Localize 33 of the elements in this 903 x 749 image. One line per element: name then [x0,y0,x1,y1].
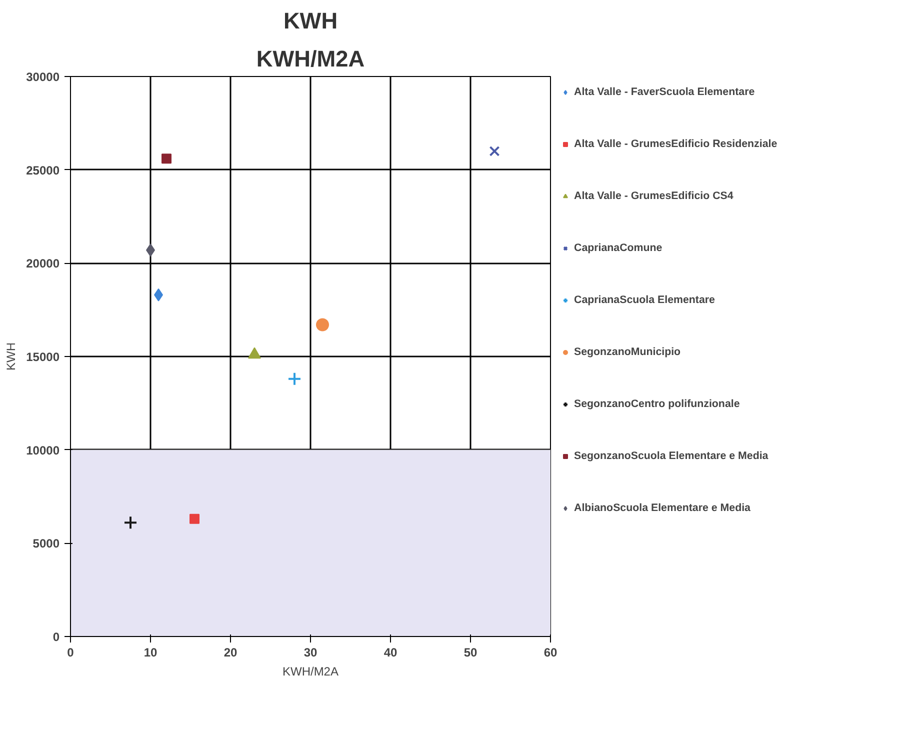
x-tick-label: 10 [144,646,158,660]
y-tick-label: 5000 [32,536,60,551]
point [288,372,302,386]
legend-label: Alta Valle - GrumesEdificio Residenziale [574,138,778,150]
y-tick-label: 20000 [26,256,60,271]
x-axis-title: KWH/M2A [282,664,339,678]
y-axis-title: KWH [4,342,18,370]
x-tick-label: 60 [544,646,558,660]
point [316,318,329,332]
legend-label: AlbianoScuola Elementare e Media [574,502,750,514]
legend-label: CaprianaComune [574,242,662,254]
point [162,154,172,164]
x-tick-label: 50 [464,646,478,660]
legend-label: Alta Valle - FaverScuola Elementare [574,86,755,98]
legend-label: SegonzanoCentro polifunzionale [574,398,740,410]
y-tick-label: 0 [52,630,60,644]
y-tick-label: 30000 [26,70,60,84]
point [489,146,500,156]
legend-label: SegonzanoMunicipio [574,346,681,358]
point [190,514,200,524]
x-tick-label: 30 [304,646,318,660]
x-tick-label: 20 [224,646,238,660]
x-tick-label: 40 [384,646,398,660]
chart-title: KWH [283,8,338,34]
point [124,516,138,530]
chart-subtitle: KWH/M2A [256,46,365,72]
y-tick-label: 10000 [26,443,60,458]
legend-label: Alta Valle - GrumesEdificio CS4 [574,190,734,202]
legend-label: SegonzanoScuola Elementare e Media [574,450,768,462]
x-tick-label: 0 [67,646,74,660]
legend-label: CaprianaScuola Elementare [574,294,715,306]
y-tick-label: 15000 [26,350,60,364]
y-tick-label: 25000 [26,163,60,178]
